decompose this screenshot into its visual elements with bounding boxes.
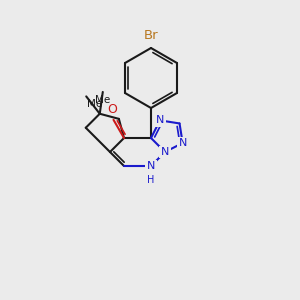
Text: Me: Me	[95, 95, 110, 105]
Text: Br: Br	[144, 29, 158, 42]
Text: N: N	[156, 116, 164, 125]
Text: N: N	[178, 138, 187, 148]
Text: O: O	[108, 103, 117, 116]
Text: N: N	[147, 161, 155, 171]
Text: Me: Me	[87, 99, 103, 110]
Text: H: H	[147, 175, 155, 185]
Text: N: N	[161, 147, 169, 157]
